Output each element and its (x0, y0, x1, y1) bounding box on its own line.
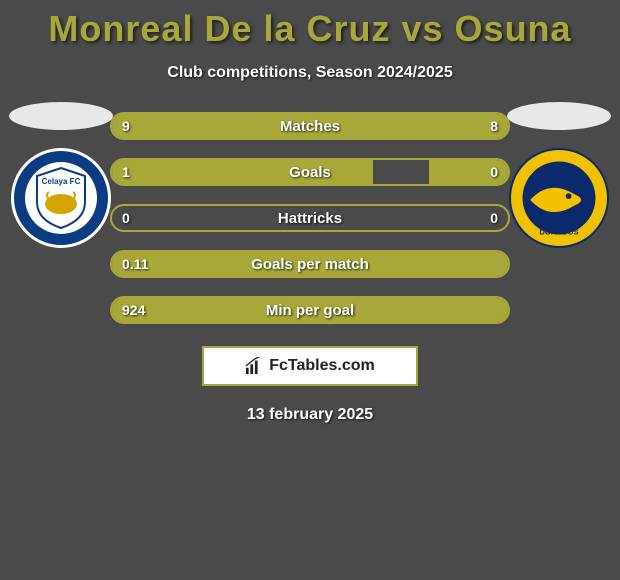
stat-row: 0 0Hattricks (110, 204, 510, 232)
club-left: Celaya FC (6, 102, 116, 248)
stat-bar-left (112, 114, 322, 138)
fish-icon: DORADOS (511, 148, 607, 248)
brand-box[interactable]: FcTables.com (202, 346, 418, 386)
shadow-ellipse-left (9, 102, 113, 130)
bull-icon: Celaya FC (25, 162, 97, 234)
brand-text: FcTables.com (269, 357, 375, 375)
club-right: DORADOS (504, 102, 614, 248)
svg-text:Celaya FC: Celaya FC (42, 177, 81, 186)
stat-value-right: 0 (490, 206, 498, 230)
stat-rows: 98Matches 10Goals 0 0Hattricks 0.11Goals per… (110, 112, 510, 324)
stat-bar-left (112, 160, 373, 184)
stats-area: Celaya FC DORADOS 98Matches 10Goals 0 0Hatt… (0, 112, 620, 324)
shadow-ellipse-right (507, 102, 611, 130)
stat-label: Hattricks (112, 206, 508, 230)
svg-text:DORADOS: DORADOS (539, 227, 578, 236)
date-text: 13 february 2025 (0, 406, 620, 424)
stat-bar-right (322, 114, 508, 138)
stat-bar-left (112, 252, 508, 276)
stat-bar-right (429, 160, 508, 184)
stat-row: 924Min per goal (110, 296, 510, 324)
stat-row: 98Matches (110, 112, 510, 140)
stat-value-left: 0 (122, 206, 130, 230)
stat-row: 10Goals (110, 158, 510, 186)
club-badge-right: DORADOS (509, 148, 609, 248)
stat-bar-left (112, 298, 508, 322)
stat-row: 0.11Goals per match (110, 250, 510, 278)
bar-chart-icon (245, 357, 263, 375)
page-subtitle: Club competitions, Season 2024/2025 (0, 64, 620, 82)
page-title: Monreal De la Cruz vs Osuna (0, 0, 620, 50)
club-badge-left: Celaya FC (11, 148, 111, 248)
club-badge-left-label: Celaya FC (25, 162, 97, 234)
